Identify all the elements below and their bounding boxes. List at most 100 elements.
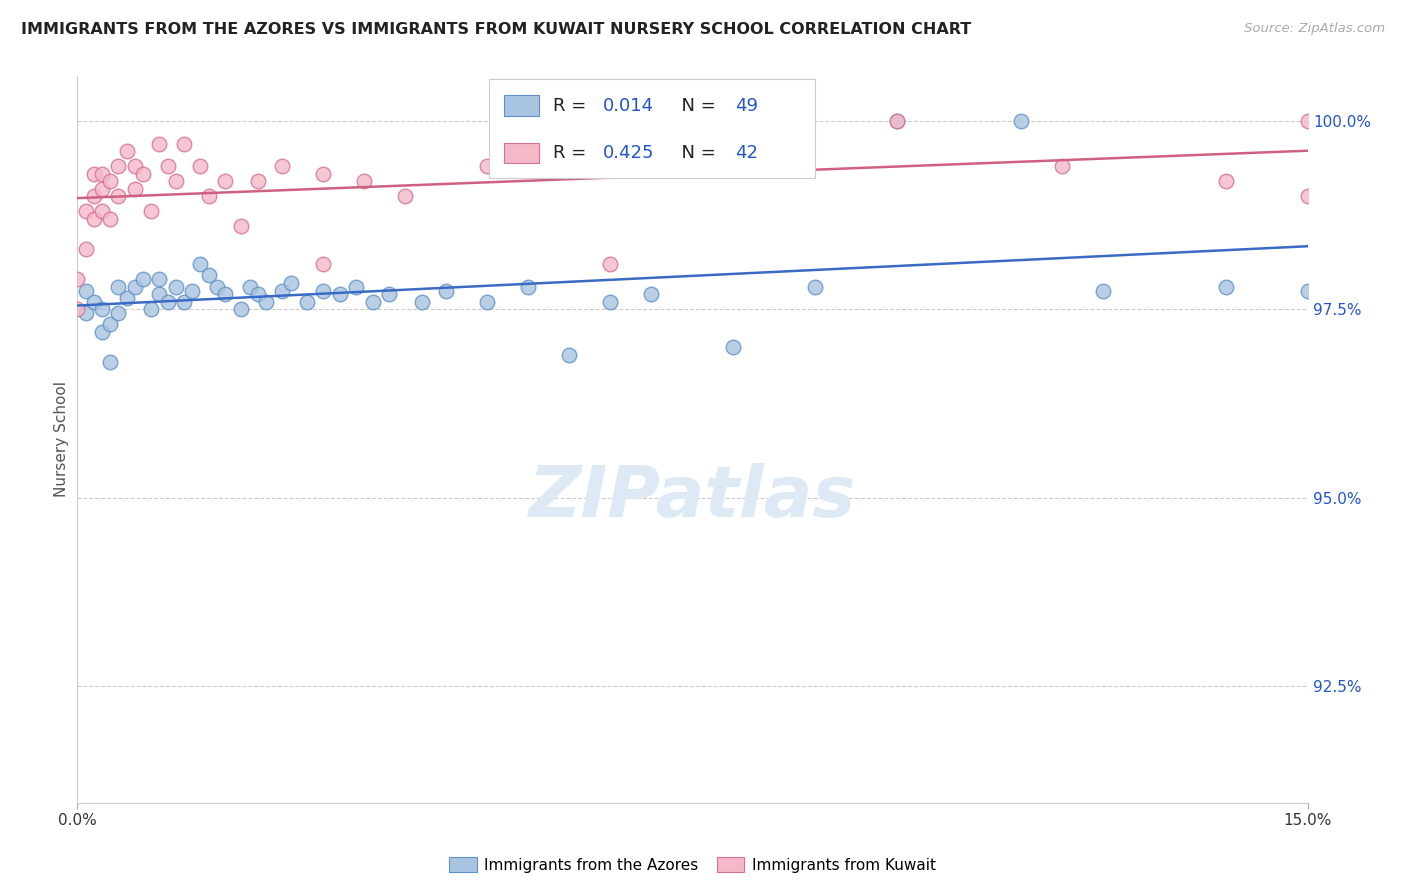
Point <box>197 189 219 203</box>
Point <box>329 287 352 301</box>
Legend: Immigrants from the Azores, Immigrants from Kuwait: Immigrants from the Azores, Immigrants f… <box>443 851 942 879</box>
Point <box>165 279 187 293</box>
Point <box>66 272 89 286</box>
Point <box>599 294 621 309</box>
Point <box>271 284 294 298</box>
Point <box>115 291 138 305</box>
Point <box>1215 279 1237 293</box>
Point <box>254 294 277 309</box>
Point <box>148 136 170 151</box>
Point <box>214 174 236 188</box>
Point <box>188 159 212 173</box>
Point <box>1215 174 1237 188</box>
Point <box>83 294 105 309</box>
Point <box>361 294 384 309</box>
Point <box>1050 159 1073 173</box>
Point <box>165 174 187 188</box>
Point <box>411 294 433 309</box>
Point <box>98 318 121 332</box>
Point <box>188 257 212 271</box>
Point <box>517 279 540 293</box>
Y-axis label: Nursery School: Nursery School <box>53 381 69 498</box>
Point <box>394 189 416 203</box>
Point <box>132 272 155 286</box>
Point <box>295 294 318 309</box>
Point <box>312 167 335 181</box>
Text: 0.014: 0.014 <box>603 96 654 115</box>
Point <box>1091 284 1114 298</box>
Point <box>107 306 129 320</box>
Text: IMMIGRANTS FROM THE AZORES VS IMMIGRANTS FROM KUWAIT NURSERY SCHOOL CORRELATION : IMMIGRANTS FROM THE AZORES VS IMMIGRANTS… <box>21 22 972 37</box>
Text: 0.425: 0.425 <box>603 144 654 161</box>
Point <box>107 279 129 293</box>
Point <box>205 279 228 293</box>
Text: ZIPatlas: ZIPatlas <box>529 463 856 532</box>
Text: 49: 49 <box>735 96 758 115</box>
Text: N =: N = <box>671 144 721 161</box>
Point <box>344 279 367 293</box>
Point <box>246 287 269 301</box>
Point <box>83 167 105 181</box>
Text: N =: N = <box>671 96 721 115</box>
Point <box>1010 114 1032 128</box>
Point <box>107 189 129 203</box>
Point <box>124 159 146 173</box>
Point <box>378 287 401 301</box>
Point <box>173 294 195 309</box>
Point <box>124 182 146 196</box>
Point <box>477 294 499 309</box>
Point <box>98 211 121 226</box>
Point <box>75 284 97 298</box>
Point <box>115 144 138 158</box>
Point <box>124 279 146 293</box>
Point <box>197 268 219 283</box>
Text: Source: ZipAtlas.com: Source: ZipAtlas.com <box>1244 22 1385 36</box>
Point <box>90 325 114 339</box>
Point <box>558 347 581 361</box>
Point <box>90 167 114 181</box>
Point <box>214 287 236 301</box>
Point <box>181 284 204 298</box>
Text: 42: 42 <box>735 144 758 161</box>
Point <box>98 174 121 188</box>
Point <box>173 136 195 151</box>
Point <box>477 159 499 173</box>
Point <box>723 340 745 354</box>
Point <box>90 182 114 196</box>
Bar <box>505 95 538 116</box>
Bar <box>505 143 538 163</box>
Point <box>723 114 745 128</box>
Point <box>640 287 662 301</box>
Point <box>148 272 170 286</box>
Point <box>436 284 458 298</box>
Point <box>558 136 581 151</box>
Point <box>156 159 179 173</box>
Point <box>75 242 97 256</box>
Point <box>148 287 170 301</box>
Point <box>107 159 129 173</box>
Point <box>271 159 294 173</box>
Point <box>90 204 114 219</box>
Point <box>804 279 827 293</box>
Point <box>141 302 163 317</box>
Point <box>75 306 97 320</box>
Point <box>280 276 302 290</box>
Point <box>156 294 179 309</box>
Point <box>141 204 163 219</box>
Point <box>1296 114 1319 128</box>
Point <box>90 302 114 317</box>
Point <box>246 174 269 188</box>
Point <box>599 257 621 271</box>
Point <box>83 211 105 226</box>
Point <box>312 284 335 298</box>
Point <box>239 279 262 293</box>
Point <box>1296 284 1319 298</box>
Point <box>98 355 121 369</box>
Point <box>886 114 908 128</box>
Point <box>231 219 253 234</box>
Point <box>312 257 335 271</box>
Point <box>66 302 89 317</box>
Point <box>75 204 97 219</box>
Text: R =: R = <box>554 144 592 161</box>
Point <box>353 174 375 188</box>
